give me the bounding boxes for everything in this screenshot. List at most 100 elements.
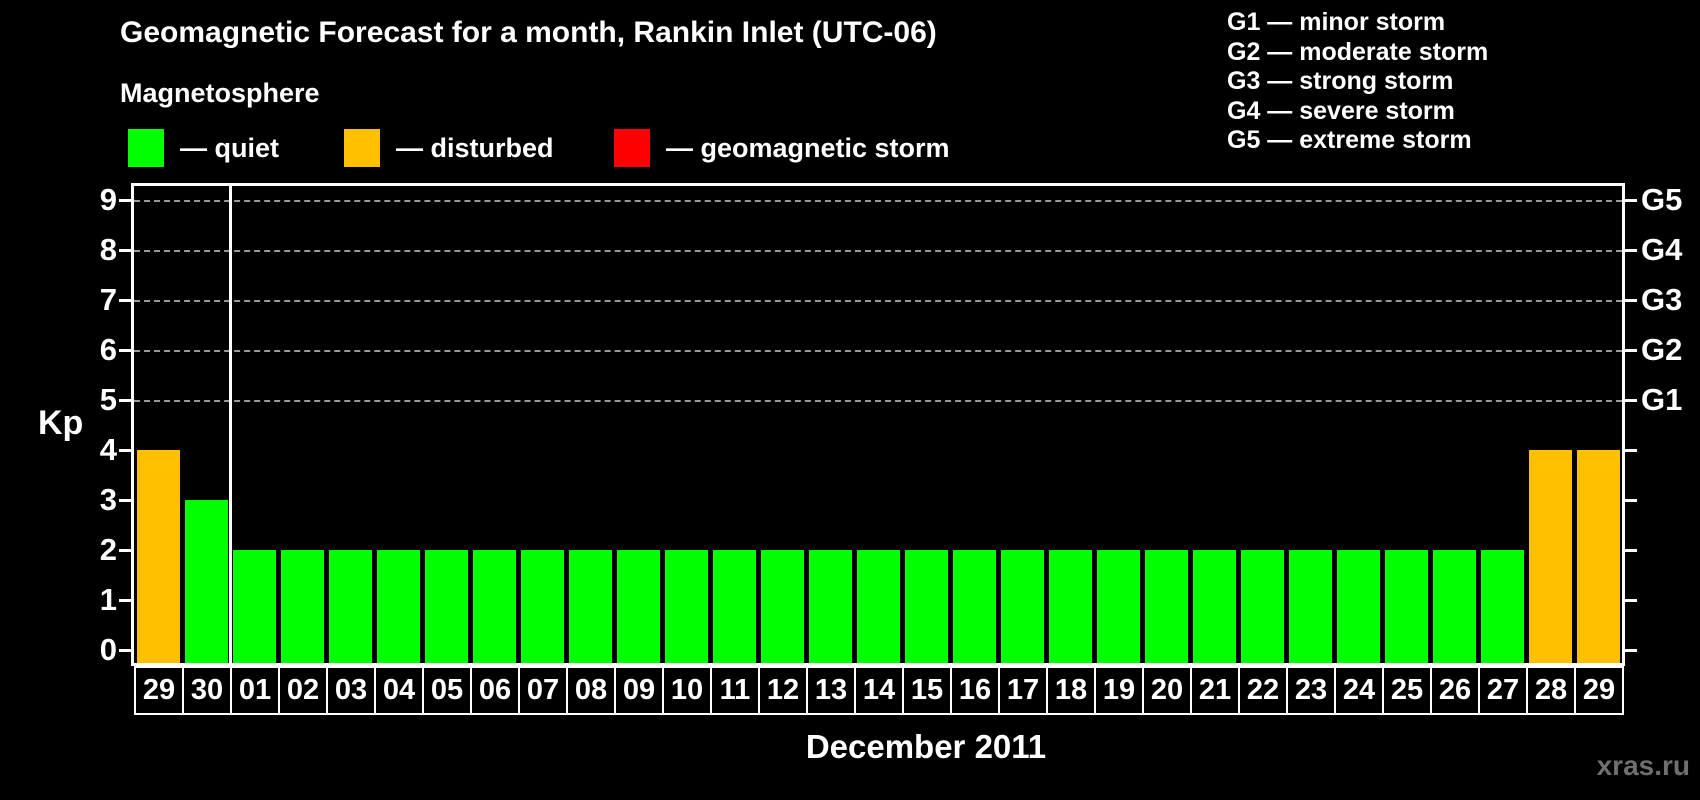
- storm-scale-legend: G1 — minor storm G2 — moderate storm G3 …: [1227, 8, 1488, 156]
- left-tick-kp-1: [119, 599, 131, 602]
- kp-bar-day-10: [664, 550, 708, 663]
- left-tick-kp-2: [119, 549, 131, 552]
- right-tick-kp-8: [1625, 249, 1637, 252]
- kp-bar-day-01: [232, 550, 276, 663]
- y-tick-label-6: 6: [99, 332, 117, 367]
- day-label-cell-10: 10: [662, 666, 712, 715]
- kp-bar-day-08: [568, 550, 612, 663]
- storm-scale-g4: G4 — severe storm: [1227, 96, 1455, 125]
- y-tick-label-7: 7: [99, 282, 117, 317]
- kp-bar-day-17: [1000, 550, 1044, 663]
- day-label-cell-06: 06: [470, 666, 520, 715]
- y-tick-label-8: 8: [99, 232, 117, 267]
- kp-bar-day-03: [328, 550, 372, 663]
- day-label-cell-04: 04: [374, 666, 424, 715]
- left-tick-kp-7: [119, 299, 131, 302]
- y-tick-label-3: 3: [99, 482, 117, 517]
- y-tick-label-2: 2: [99, 532, 117, 567]
- y-tick-label-4: 4: [99, 432, 117, 467]
- kp-bar-day-05: [424, 550, 468, 663]
- x-axis-title: December 2011: [805, 728, 1047, 765]
- month-separator-line: [228, 186, 232, 663]
- left-tick-kp-0: [119, 649, 131, 652]
- kp-bar-day-02: [280, 550, 324, 663]
- y-tick-label-0: 0: [99, 632, 117, 667]
- right-tick-kp-2: [1625, 549, 1637, 552]
- day-label-cell-24: 24: [1334, 666, 1384, 715]
- right-tick-kp-0: [1625, 649, 1637, 652]
- gridline-kp-8: [134, 250, 1622, 252]
- magnetosphere-label: Magnetosphere: [120, 78, 320, 108]
- right-tick-kp-6: [1625, 349, 1637, 352]
- kp-bar-day-15: [904, 550, 948, 663]
- kp-bar-day-13: [808, 550, 852, 663]
- storm-scale-g5: G5 — extreme storm: [1227, 126, 1472, 154]
- kp-bar-day-27: [1480, 550, 1524, 663]
- right-tick-kp-4: [1625, 449, 1637, 452]
- kp-bar-day-23: [1288, 550, 1332, 663]
- day-label-cell-18: 18: [1046, 666, 1096, 715]
- storm-scale-g2: G2 — moderate storm: [1227, 37, 1489, 66]
- day-label-cell-21: 21: [1190, 666, 1240, 715]
- day-label-cell-26: 26: [1430, 666, 1480, 715]
- kp-bar-day-19: [1096, 550, 1140, 663]
- day-label-cell-30-prev: 30: [182, 666, 232, 715]
- kp-bar-day-30: [184, 500, 228, 663]
- quiet-color-swatch: [128, 129, 164, 167]
- x-axis-day-labels: 29 30 01 02 03 04 05 06 07 08 09 10 11 12 13 14 15 16 17 18…: [134, 666, 1624, 715]
- day-label-cell-02: 02: [278, 666, 328, 715]
- left-tick-kp-5: [119, 399, 131, 402]
- watermark: xras.ru: [1596, 750, 1690, 781]
- storm-color-swatch: [614, 129, 650, 167]
- plot-area: [119, 183, 1637, 666]
- day-label-cell-08: 08: [566, 666, 616, 715]
- kp-bar-day-12: [760, 550, 804, 663]
- chart-title: Geomagnetic Forecast for a month, Rankin…: [120, 16, 937, 49]
- kp-bar-day-07: [520, 550, 564, 663]
- g-axis-label-g2: G2: [1641, 332, 1683, 367]
- kp-bar-day-29: [136, 450, 180, 663]
- storm-scale-g1: G1 — minor storm: [1227, 8, 1446, 36]
- day-label-cell-12: 12: [758, 666, 808, 715]
- day-label-cell-11: 11: [710, 666, 760, 715]
- kp-bar-day-21: [1192, 550, 1236, 663]
- day-label-cell-16: 16: [950, 666, 1000, 715]
- left-tick-kp-3: [119, 499, 131, 502]
- day-label-cell-01: 01: [230, 666, 280, 715]
- y-tick-label-1: 1: [99, 582, 117, 617]
- day-label-cell-25: 25: [1382, 666, 1432, 715]
- kp-bar-day-22: [1240, 550, 1284, 663]
- g-axis-label-g5: G5: [1641, 182, 1683, 217]
- day-label-cell-29-prev: 29: [134, 666, 184, 715]
- y-tick-label-5: 5: [99, 382, 117, 417]
- legend-item-quiet: — quiet: [128, 128, 279, 168]
- kp-bar-day-28: [1528, 450, 1572, 663]
- right-tick-kp-5: [1625, 399, 1637, 402]
- day-label-cell-20: 20: [1142, 666, 1192, 715]
- kp-bar-day-04: [376, 550, 420, 663]
- gridline-kp-9: [134, 200, 1622, 202]
- day-label-cell-28: 28: [1526, 666, 1576, 715]
- day-label-cell-13: 13: [806, 666, 856, 715]
- y-tick-label-9: 9: [99, 182, 117, 217]
- legend-label-storm: — geomagnetic storm: [666, 132, 950, 163]
- legend-label-disturbed: — disturbed: [396, 132, 554, 163]
- kp-bar-day-14: [856, 550, 900, 663]
- left-tick-kp-6: [119, 349, 131, 352]
- y-axis-title: Kp: [38, 404, 84, 442]
- gridline-kp-6: [134, 350, 1622, 352]
- kp-bar-day-18: [1048, 550, 1092, 663]
- legend-item-storm: — geomagnetic storm: [614, 128, 950, 168]
- left-tick-kp-9: [119, 199, 131, 202]
- kp-bar-day-06: [472, 550, 516, 663]
- kp-bar-day-09: [616, 550, 660, 663]
- g-axis-label-g4: G4: [1641, 232, 1683, 267]
- right-tick-kp-1: [1625, 599, 1637, 602]
- left-tick-kp-4: [119, 449, 131, 452]
- kp-bar-day-26: [1432, 550, 1476, 663]
- right-tick-kp-9: [1625, 199, 1637, 202]
- day-label-cell-03: 03: [326, 666, 376, 715]
- kp-bar-day-25: [1384, 550, 1428, 663]
- day-label-cell-19: 19: [1094, 666, 1144, 715]
